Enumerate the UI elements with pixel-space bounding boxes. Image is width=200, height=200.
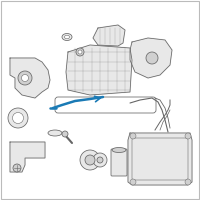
Polygon shape — [130, 38, 172, 78]
Circle shape — [22, 74, 29, 82]
Circle shape — [97, 157, 103, 163]
Circle shape — [12, 112, 24, 123]
Circle shape — [130, 179, 136, 185]
Circle shape — [146, 52, 158, 64]
Ellipse shape — [64, 35, 70, 39]
Circle shape — [80, 150, 100, 170]
Ellipse shape — [48, 130, 62, 136]
Circle shape — [185, 133, 191, 139]
Circle shape — [130, 133, 136, 139]
Circle shape — [62, 131, 68, 137]
Polygon shape — [128, 133, 192, 185]
Circle shape — [76, 48, 84, 56]
Circle shape — [78, 50, 82, 54]
Circle shape — [185, 179, 191, 185]
Polygon shape — [66, 45, 132, 95]
Polygon shape — [93, 25, 125, 46]
Ellipse shape — [62, 33, 72, 40]
Circle shape — [8, 108, 28, 128]
Circle shape — [85, 155, 95, 165]
Circle shape — [93, 153, 107, 167]
Ellipse shape — [112, 148, 126, 152]
FancyBboxPatch shape — [111, 149, 127, 176]
Polygon shape — [10, 58, 50, 98]
Circle shape — [18, 71, 32, 85]
Polygon shape — [10, 142, 45, 172]
Circle shape — [13, 164, 21, 172]
